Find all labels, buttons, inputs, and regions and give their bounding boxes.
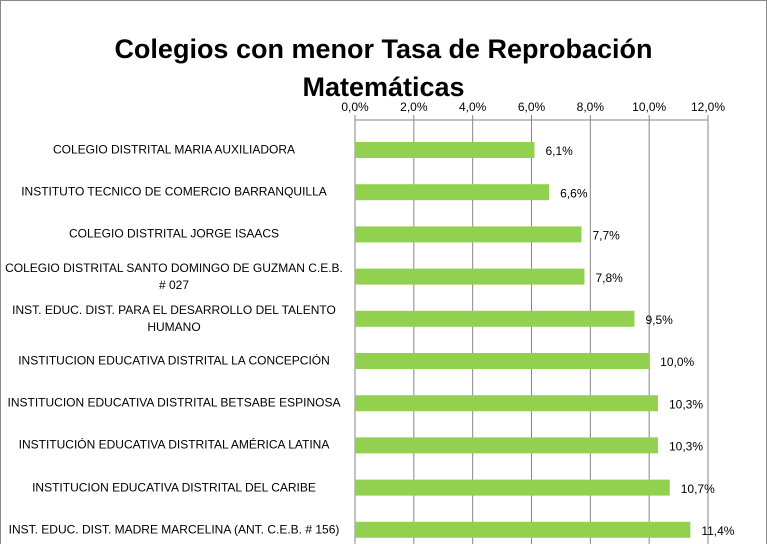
- value-label: 10,3%: [669, 397, 703, 411]
- category-label: COLEGIO DISTRITAL MARIA AUXILIADORA: [52, 142, 296, 157]
- bar: [355, 437, 658, 454]
- x-tick-label: 6,0%: [518, 100, 546, 114]
- value-label: 10,7%: [681, 482, 715, 496]
- bar: [355, 353, 650, 369]
- bar: [355, 142, 535, 158]
- bar: [355, 395, 658, 412]
- x-tick-label: 2,0%: [400, 100, 428, 114]
- value-label: 6,6%: [560, 186, 588, 200]
- value-label: 6,1%: [545, 144, 573, 158]
- x-tick-label: 10,0%: [632, 100, 666, 114]
- x-tick-label: 0,0%: [341, 100, 369, 114]
- category-label: COLEGIO DISTRITAL SANTO DOMINGO DE GUZMA…: [5, 260, 343, 292]
- value-label: 9,5%: [645, 313, 673, 327]
- category-label: INSTITUCION EDUCATIVA DISTRITAL LA CONCE…: [18, 353, 330, 368]
- bar: [355, 310, 635, 327]
- x-tick-label: 8,0%: [577, 100, 605, 114]
- x-tick-label: 4,0%: [459, 100, 487, 114]
- category-label: INST. EDUC. DIST. MADRE MARCELINA (ANT. …: [8, 522, 340, 537]
- x-tick-label: 12,0%: [691, 100, 725, 114]
- category-label: INSTITUTO TECNICO DE COMERCIO BARRANQUIL…: [21, 184, 327, 199]
- bar: [355, 521, 691, 538]
- category-label: INSTITUCION EDUCATIVA DISTRITAL BETSABE …: [7, 395, 341, 410]
- bar: [355, 268, 585, 285]
- bar: [355, 226, 582, 243]
- value-label: 7,7%: [593, 229, 621, 243]
- value-label: 11,4%: [701, 524, 734, 538]
- category-label: INST. EDUC. DIST. PARA EL DESARROLLO DEL…: [12, 302, 336, 334]
- chart-title: Colegios con menor Tasa de Reprobación M…: [114, 34, 653, 102]
- bar: [355, 479, 670, 496]
- category-label: INSTITUCIÓN EDUCATIVA DISTRITAL AMÉRICA …: [18, 437, 330, 452]
- category-label: INSTITUCION EDUCATIVA DISTRITAL DEL CARI…: [32, 480, 316, 495]
- value-label: 10,0%: [660, 355, 694, 369]
- value-label: 10,3%: [669, 440, 703, 454]
- bar: [355, 184, 550, 201]
- value-label: 7,8%: [595, 271, 623, 285]
- category-label: COLEGIO DISTRITAL JORGE ISAACS: [68, 226, 280, 241]
